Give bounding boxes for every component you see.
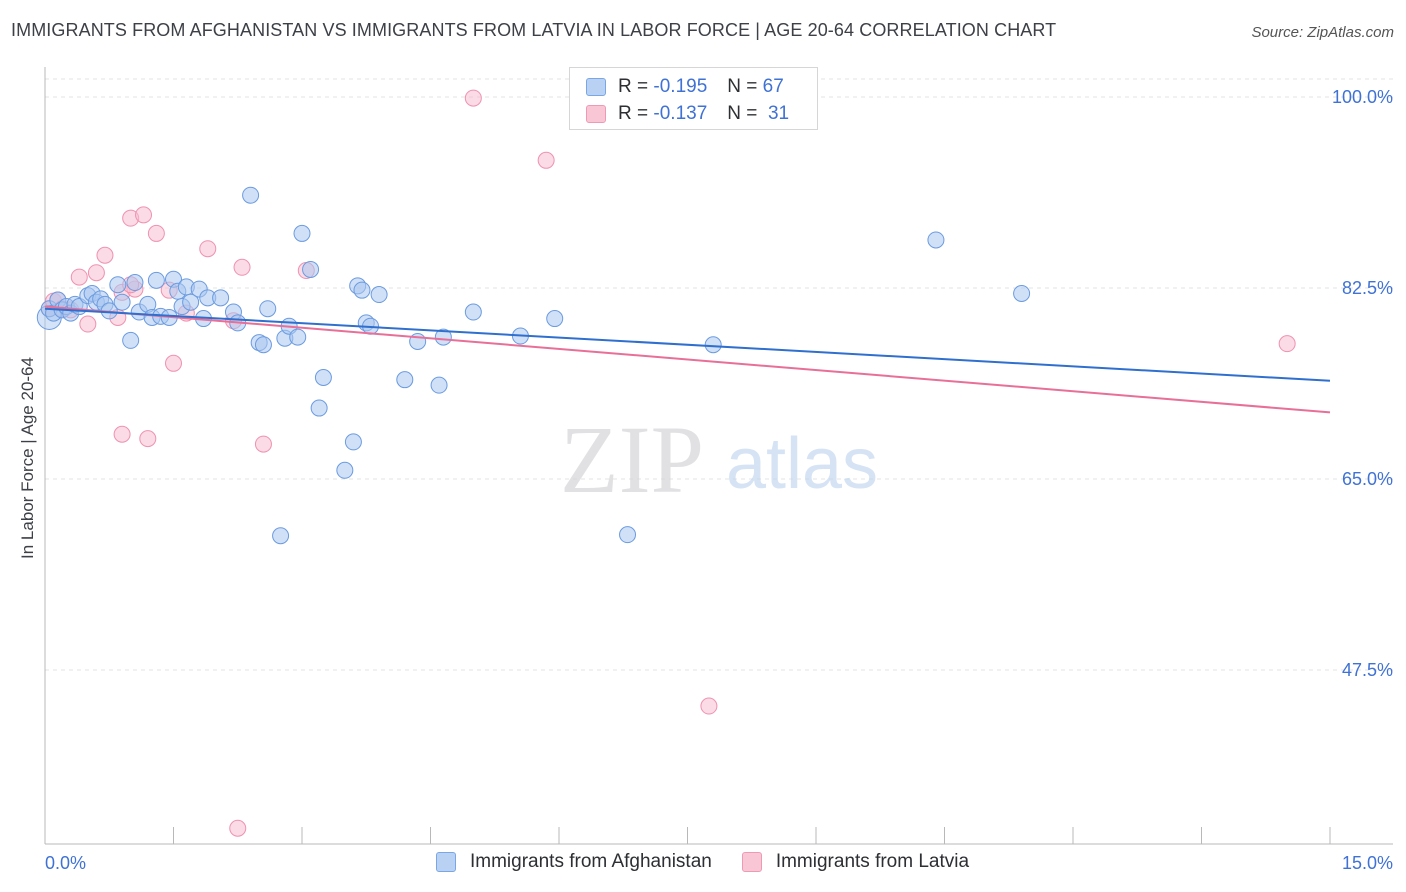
y-tick-label: 100.0% — [1332, 87, 1393, 107]
latvia-point — [70, 268, 88, 286]
latvia-point — [79, 315, 97, 333]
afghanistan-point — [242, 186, 260, 204]
afghanistan-point — [314, 368, 332, 386]
latvia-swatch — [586, 105, 606, 123]
latvia-point — [165, 354, 182, 372]
afghanistan-point — [619, 526, 637, 544]
latvia-point — [233, 258, 251, 276]
afghanistan-point — [464, 303, 482, 321]
legend-r-label: R = — [618, 76, 649, 97]
afghanistan-point — [927, 231, 945, 249]
afghanistan-point — [310, 399, 328, 417]
y-tick-label: 65.0% — [1342, 469, 1393, 489]
y-tick-label: 47.5% — [1342, 660, 1393, 680]
legend-row-latvia: R = -0.137 N = 31 — [586, 103, 789, 125]
afghanistan-n-value: 67 — [762, 76, 784, 97]
x-tick-label-max: 15.0% — [1342, 853, 1393, 873]
latvia-point — [199, 240, 217, 258]
afghanistan-point — [344, 433, 362, 451]
watermark-zip: ZIP — [560, 406, 704, 513]
latvia-r-value: -0.137 — [653, 103, 708, 124]
x-tick-labels: 0.0% 15.0% — [45, 853, 1393, 873]
chart-title: IMMIGRANTS FROM AFGHANISTAN VS IMMIGRANT… — [11, 20, 1057, 40]
y-tick-labels: 100.0% 82.5% 65.0% 47.5% — [1332, 87, 1393, 680]
series-legend: Immigrants from Afghanistan Immigrants f… — [436, 851, 999, 873]
latvia-point — [87, 264, 105, 282]
latvia-point — [113, 425, 131, 443]
latvia-point — [1278, 335, 1296, 353]
afghanistan-point — [272, 527, 290, 545]
afghanistan-point — [182, 293, 200, 311]
afghanistan-point — [434, 328, 452, 346]
afghanistan-point — [302, 260, 320, 278]
afghanistan-point — [113, 293, 131, 311]
x-tick-label-min: 0.0% — [45, 853, 86, 873]
afghanistan-point — [1013, 284, 1031, 302]
afghanistan-point — [254, 336, 272, 354]
afghanistan-r-value: -0.195 — [653, 76, 708, 97]
trend-lines — [44, 305, 1331, 414]
afghanistan-point — [546, 310, 564, 328]
afghanistan-point — [126, 274, 144, 292]
latvia-point — [147, 224, 165, 242]
afghanistan-point — [289, 328, 307, 346]
legend-n-label: N = — [727, 103, 758, 124]
source-credit: Source: ZipAtlas.com — [1251, 24, 1394, 41]
legend-item-latvia: Immigrants from Latvia — [741, 851, 970, 873]
afghanistan-point — [353, 281, 371, 299]
afghanistan-points — [36, 186, 1031, 545]
latvia-point — [254, 435, 272, 453]
latvia-n-value: 31 — [767, 103, 790, 124]
latvia-legend-swatch — [741, 852, 762, 872]
watermark-atlas: atlas — [726, 424, 878, 504]
afghanistan-point — [122, 331, 140, 349]
latvia-trend-line — [44, 305, 1331, 414]
afghanistan-point — [704, 336, 722, 354]
afghanistan-point — [147, 271, 165, 289]
afghanistan-legend-swatch — [436, 852, 456, 872]
gridlines — [45, 78, 1393, 671]
afghanistan-point — [370, 286, 388, 304]
latvia-point — [135, 206, 153, 224]
legend-item-afghanistan: Immigrants from Afghanistan — [436, 851, 712, 873]
afghanistan-point — [109, 276, 127, 294]
afghanistan-point — [293, 224, 311, 242]
afghanistan-point — [259, 300, 277, 318]
afghanistan-point — [396, 371, 414, 389]
afghanistan-point — [336, 461, 354, 479]
afghanistan-point — [212, 289, 230, 307]
latvia-point — [229, 819, 247, 837]
watermark: ZIP atlas — [560, 406, 878, 513]
latvia-point — [537, 151, 555, 169]
latvia-point — [464, 89, 482, 107]
axes — [44, 67, 1393, 845]
legend-r-label: R = — [618, 103, 649, 124]
legend-n-label: N = — [727, 76, 758, 97]
latvia-legend-label: Immigrants from Latvia — [775, 851, 970, 872]
afghanistan-trend-line — [44, 307, 1331, 382]
afghanistan-legend-label: Immigrants from Afghanistan — [470, 851, 712, 872]
correlation-legend: R = -0.195 N = 67 R = -0.137 N = 31 — [569, 67, 818, 130]
legend-row-afghanistan: R = -0.195 N = 67 — [586, 76, 784, 98]
latvia-point — [139, 430, 157, 448]
latvia-point — [700, 697, 718, 715]
afghanistan-point — [430, 376, 448, 394]
latvia-point — [96, 246, 114, 264]
afghanistan-swatch — [586, 78, 606, 96]
y-tick-label: 82.5% — [1342, 278, 1393, 298]
